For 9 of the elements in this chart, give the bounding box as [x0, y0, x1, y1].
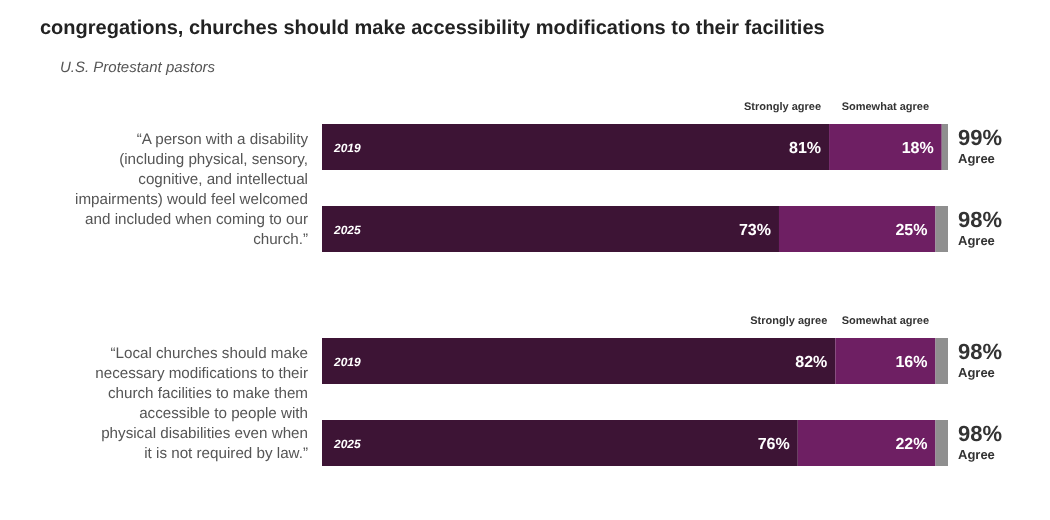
data-label: 76%: [757, 435, 790, 453]
data-label: 18%: [901, 139, 934, 157]
chart-title: congregations, churches should make accessibility modifications to their facilities: [40, 18, 826, 40]
data-label: 25%: [895, 221, 928, 239]
data-label: 82%: [795, 353, 828, 371]
data-label: 16%: [895, 353, 928, 371]
data-label: 81%: [789, 139, 822, 157]
data-label: 22%: [895, 435, 928, 453]
data-label: 73%: [738, 221, 771, 239]
